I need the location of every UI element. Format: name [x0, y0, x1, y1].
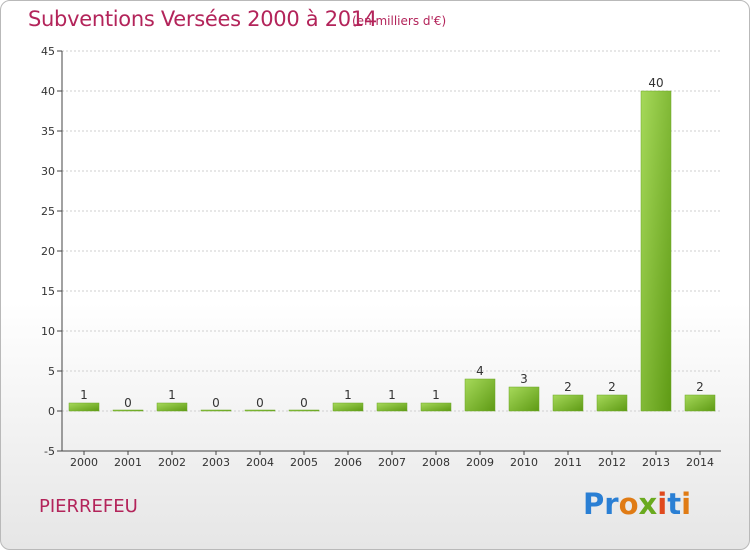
y-tick-label: 30: [41, 165, 55, 178]
logo-letter: o: [618, 487, 639, 521]
x-tick-label: 2004: [246, 456, 274, 469]
bar-value-label: 4: [476, 364, 484, 378]
logo-letter: i: [657, 487, 668, 521]
x-tick-label: 2002: [158, 456, 186, 469]
x-tick-label: 2013: [642, 456, 670, 469]
bar: [332, 402, 364, 412]
bars: [68, 90, 716, 412]
y-tick-label: -5: [44, 445, 55, 458]
bar: [552, 394, 584, 412]
bar-value-label: 2: [608, 380, 616, 394]
y-tick-label: 10: [41, 325, 55, 338]
y-tick-label: 35: [41, 125, 55, 138]
bar: [156, 402, 188, 412]
x-tick-label: 2006: [334, 456, 362, 469]
x-tick-label: 2014: [686, 456, 714, 469]
bar: [288, 409, 320, 412]
x-tick-label: 2001: [114, 456, 142, 469]
bar-value-label: 40: [648, 76, 663, 90]
chart-title: Subventions Versées 2000 à 2014: [28, 7, 377, 31]
bar-value-label: 1: [344, 388, 352, 402]
bar: [376, 402, 408, 412]
bar: [112, 409, 144, 412]
proxiti-logo: Proxiti: [583, 487, 691, 521]
bar-value-label: 1: [168, 388, 176, 402]
y-tick-label: 15: [41, 285, 55, 298]
bar: [464, 378, 496, 412]
y-tick-label: 40: [41, 85, 55, 98]
x-tick-label: 2005: [290, 456, 318, 469]
x-tick-label: 2009: [466, 456, 494, 469]
logo-letter: x: [638, 487, 658, 521]
bar-value-label: 0: [124, 396, 132, 410]
place-name: PIERREFEU: [39, 496, 138, 517]
y-tick-label: 5: [48, 365, 55, 378]
bar-value-label: 0: [300, 396, 308, 410]
x-tick-label: 2008: [422, 456, 450, 469]
labels: 1 0 1 0 0 0 1 1 1 4 3 2 2 40 2: [80, 76, 704, 410]
logo-letter: i: [681, 487, 692, 521]
y-tick-label: 45: [41, 45, 55, 58]
bar: [244, 409, 276, 412]
x-tick-label: 2000: [70, 456, 98, 469]
y-tick-label: 20: [41, 245, 55, 258]
x-tick-label: 2010: [510, 456, 538, 469]
bar: [420, 402, 452, 412]
bar: [640, 90, 672, 412]
y-tick-label: 0: [48, 405, 55, 418]
y-tick-label: 25: [41, 205, 55, 218]
bar-value-label: 3: [520, 372, 528, 386]
bar-value-label: 0: [212, 396, 220, 410]
bar-value-label: 1: [388, 388, 396, 402]
bar: [68, 402, 100, 412]
bar-value-label: 2: [696, 380, 704, 394]
chart-subtitle: (en milliers d'€): [352, 14, 447, 28]
x-tick-label: 2003: [202, 456, 230, 469]
bar: [684, 394, 716, 412]
bar: [200, 409, 232, 412]
logo-letter: r: [604, 487, 619, 521]
bar-value-label: 0: [256, 396, 264, 410]
bar-value-label: 1: [80, 388, 88, 402]
logo-letter: t: [667, 487, 682, 521]
x-tick-label: 2012: [598, 456, 626, 469]
bar-value-label: 2: [564, 380, 572, 394]
bar-value-label: 1: [432, 388, 440, 402]
bar: [596, 394, 628, 412]
logo-letter: P: [583, 487, 605, 521]
bar: [508, 386, 540, 412]
x-tick-label: 2007: [378, 456, 406, 469]
grid-lines: [62, 50, 721, 412]
x-tick-label: 2011: [554, 456, 582, 469]
